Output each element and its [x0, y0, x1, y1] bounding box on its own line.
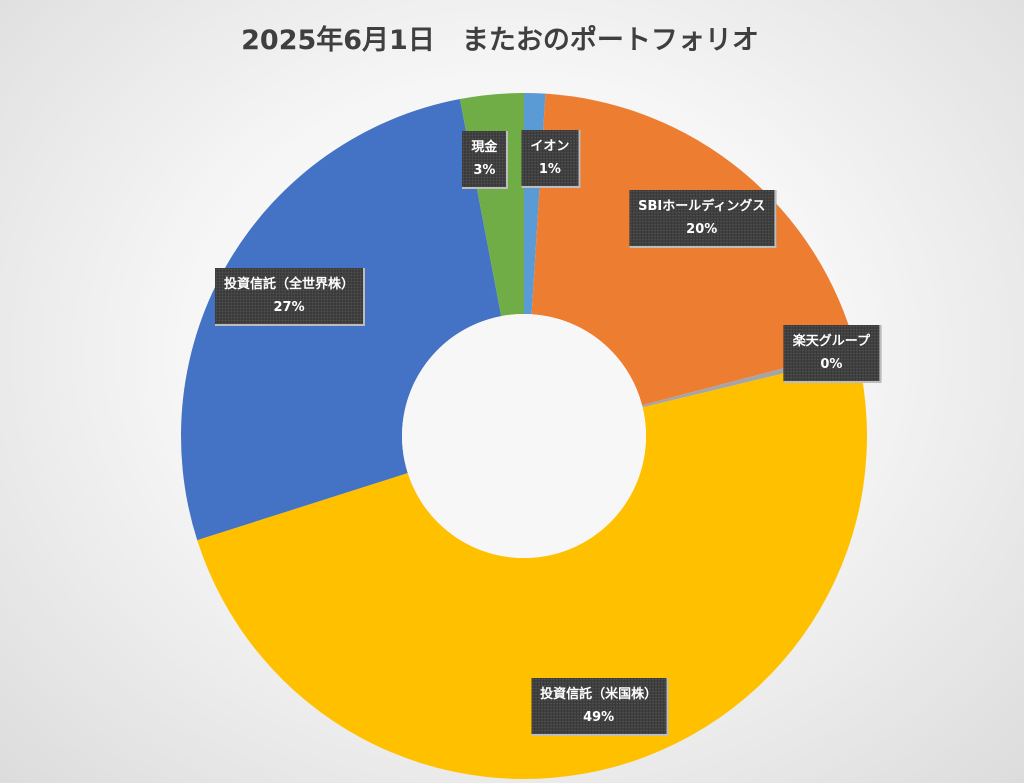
chart-title: 2025年6月1日 またおのポートフォリオ	[241, 25, 759, 56]
donut-hole	[402, 314, 646, 558]
slice-name-rakuten: 楽天グループ	[792, 333, 871, 349]
data-label-cash: 現金 3%	[462, 130, 509, 189]
slice-percent-global-fund: 27%	[273, 299, 305, 315]
slice-percent-sbi: 20%	[686, 222, 718, 238]
data-label-us-fund: 投資信託（米国株） 49%	[531, 677, 669, 736]
data-label-sbi: SBIホールディングス 20%	[629, 190, 777, 249]
slice-name-global-fund: 投資信託（全世界株）	[224, 276, 355, 292]
slice-name-cash: 現金	[471, 139, 498, 155]
slice-percent-cash: 3%	[473, 162, 496, 178]
slice-us-fund	[197, 355, 868, 779]
slice-name-aeon: イオン	[530, 138, 570, 154]
slice-percent-aeon: 1%	[538, 161, 561, 177]
slice-name-us-fund: 投資信託（米国株）	[540, 686, 658, 702]
data-label-aeon: イオン 1%	[521, 129, 581, 188]
slice-percent-us-fund: 49%	[583, 709, 615, 725]
slice-name-sbi: SBIホールディングス	[638, 199, 766, 215]
data-label-rakuten: 楽天グループ 0%	[783, 324, 882, 383]
data-label-global-fund: 投資信託（全世界株） 27%	[215, 267, 366, 326]
slice-percent-rakuten: 0%	[820, 356, 843, 372]
slice-sbi	[531, 93, 856, 406]
